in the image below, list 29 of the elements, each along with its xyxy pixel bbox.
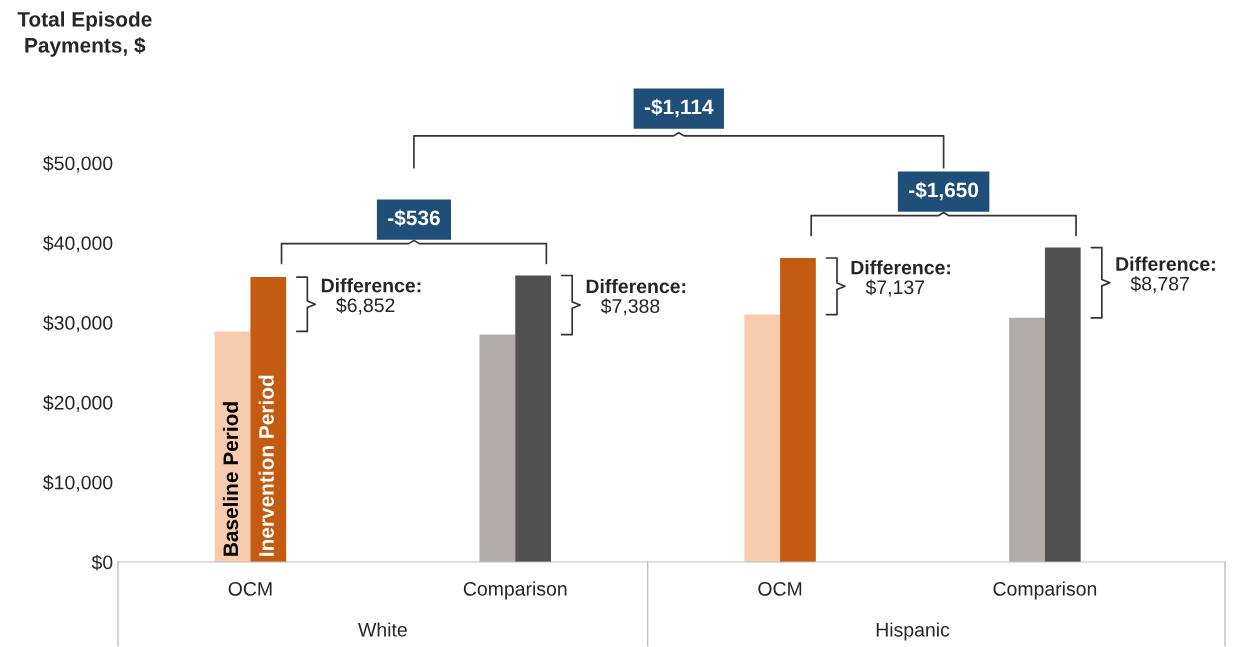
text: White [358, 622, 407, 637]
bar [250, 277, 287, 562]
x-tick-label: OCM [228, 581, 272, 596]
bar [515, 275, 551, 562]
x-tick-label: Comparison [993, 581, 1097, 600]
annotation: Difference: $6,852 [321, 278, 421, 315]
bar [479, 334, 516, 562]
x-tick-label: Comparison [463, 581, 567, 600]
bar [1044, 247, 1081, 562]
y-tick-label: $30,000 [43, 315, 113, 333]
y-axis-title: Total Episode Payments, $ [17, 11, 152, 57]
y-tick-label: $10,000 [43, 474, 113, 492]
y-tick-label: $50,000 [43, 155, 113, 173]
series-label: Baseline Period [222, 402, 239, 556]
annotation: Difference: $7,388 [586, 278, 686, 316]
y-tick-label: $0 [91, 554, 113, 571]
y-tick-label: $40,000 [43, 235, 113, 253]
bar [1009, 317, 1045, 562]
series-label: Inervention Period [258, 375, 274, 556]
annotation: -$536 [388, 209, 440, 227]
bar [744, 314, 781, 562]
annotation: -$1,650 [909, 181, 979, 201]
y-tick-label: $20,000 [43, 395, 113, 412]
x-tick-label: OCM [758, 581, 802, 596]
text: -$1,114 [644, 98, 714, 118]
annotation: Difference: $8,787 [1116, 256, 1215, 293]
text: Hispanic [876, 622, 950, 641]
annotation: Difference: $7,137 [851, 260, 950, 297]
bar [780, 257, 816, 562]
